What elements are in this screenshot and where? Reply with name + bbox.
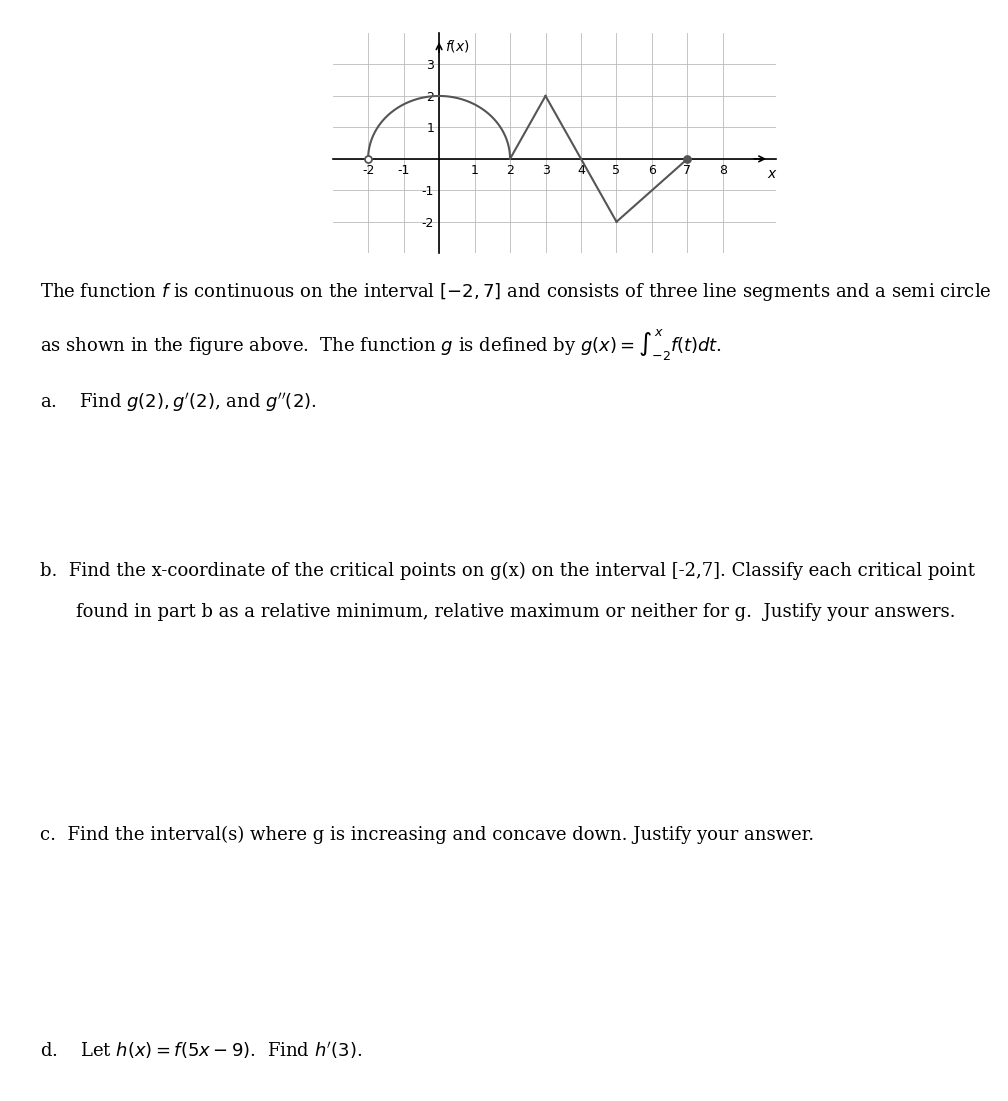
Text: c.  Find the interval(s) where g is increasing and concave down. Justify your an: c. Find the interval(s) where g is incre… — [40, 826, 814, 844]
Text: a.    Find $g(2), g'(2)$, and $g''(2)$.: a. Find $g(2), g'(2)$, and $g''(2)$. — [40, 391, 317, 414]
Text: d.    Let $h(x) = f(5x - 9)$.  Find $h'(3)$.: d. Let $h(x) = f(5x - 9)$. Find $h'(3)$. — [40, 1040, 363, 1061]
Text: The function $f$ is continuous on the interval $[-2, 7]$ and consists of three l: The function $f$ is continuous on the in… — [40, 281, 992, 303]
Text: $f(x)$: $f(x)$ — [446, 37, 470, 54]
Text: as shown in the figure above.  The function $g$ is defined by $g(x) = \int_{-2}^: as shown in the figure above. The functi… — [40, 327, 723, 362]
Text: found in part b as a relative minimum, relative maximum or neither for g.  Justi: found in part b as a relative minimum, r… — [76, 603, 956, 621]
Text: $x$: $x$ — [767, 166, 778, 181]
Text: b.  Find the x-coordinate of the critical points on g(x) on the interval [-2,7].: b. Find the x-coordinate of the critical… — [40, 562, 976, 580]
